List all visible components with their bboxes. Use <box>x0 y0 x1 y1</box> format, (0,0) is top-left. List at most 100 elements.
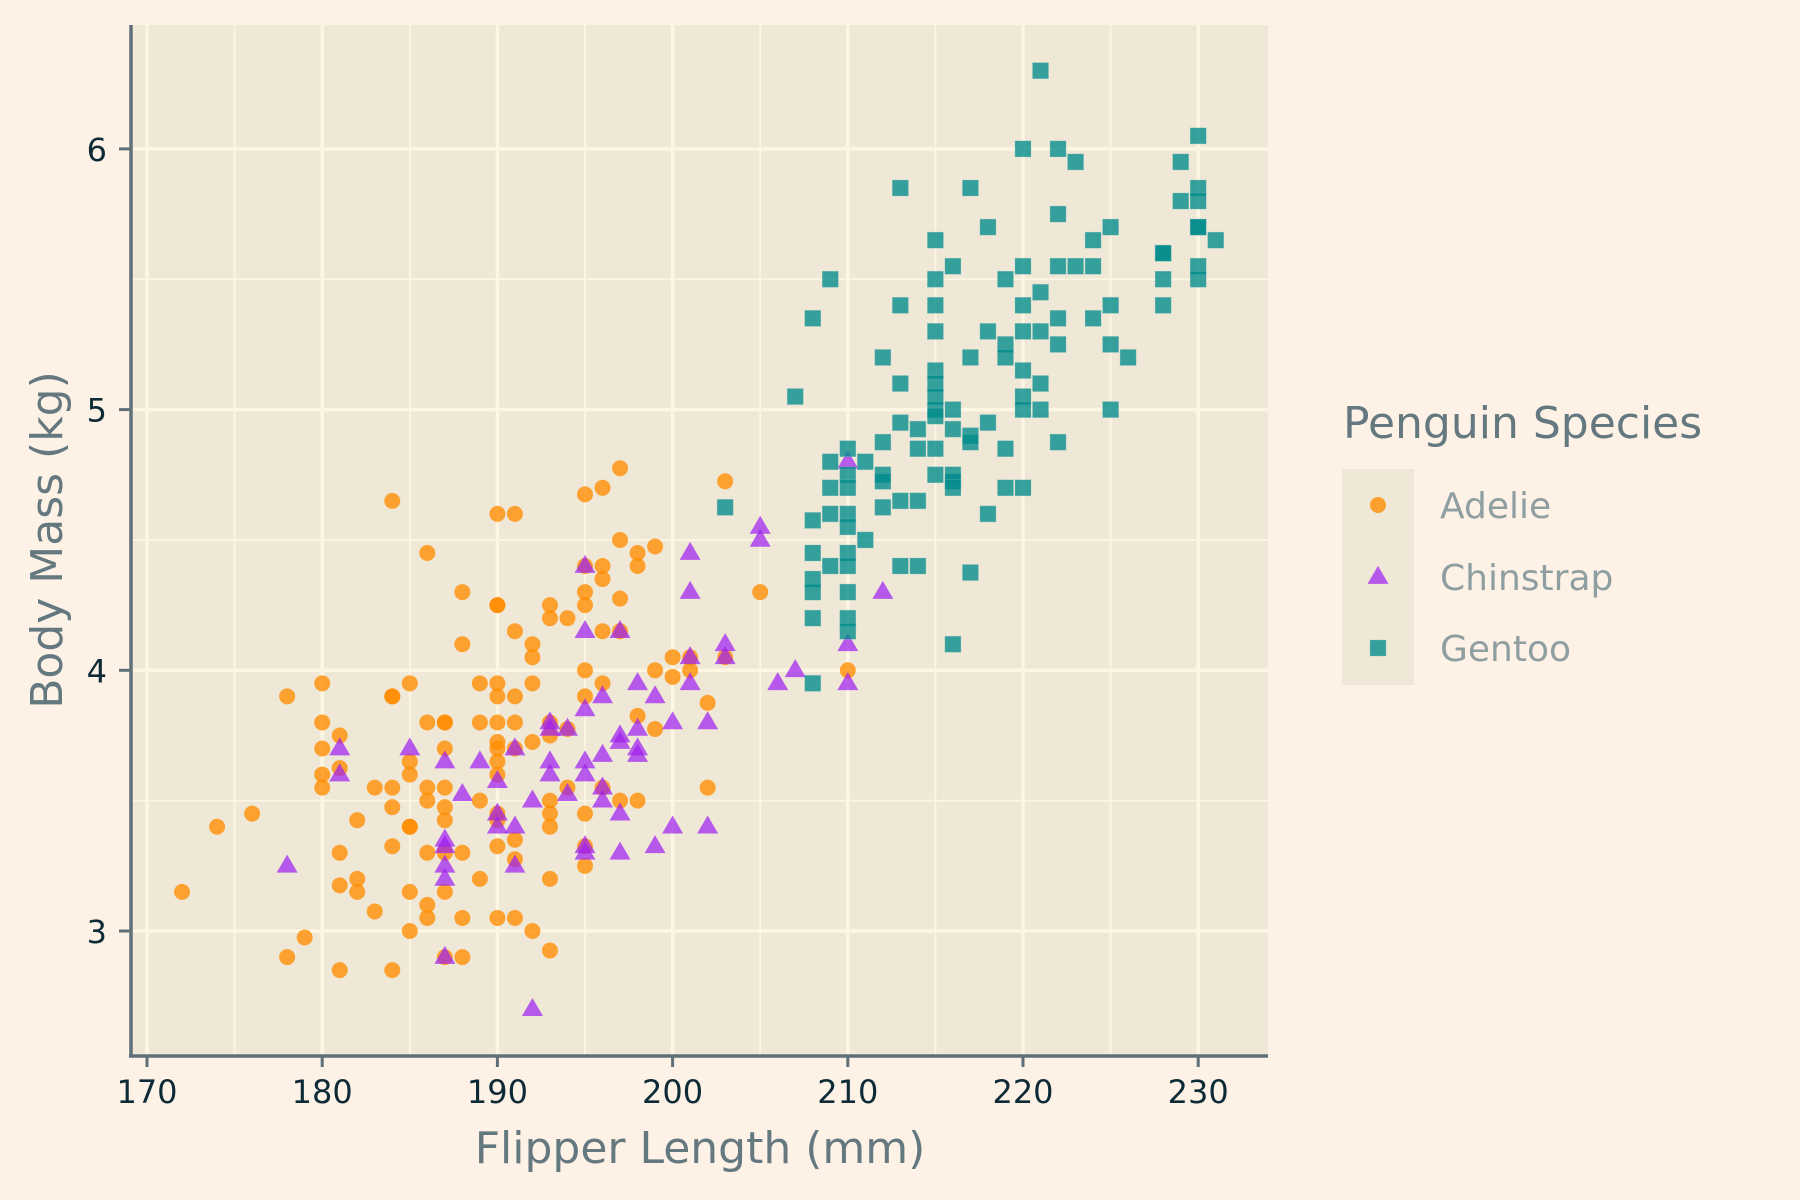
adelie-point <box>471 792 488 809</box>
adelie-point <box>577 857 593 874</box>
adelie-point <box>419 792 436 809</box>
adelie-point <box>209 818 226 835</box>
gentoo-point <box>1049 336 1067 353</box>
chinstrap-point <box>609 841 631 860</box>
gentoo-point <box>997 440 1014 458</box>
adelie-point <box>506 688 523 705</box>
triangle-icon <box>1367 565 1389 584</box>
gentoo-point <box>821 453 839 471</box>
adelie-point <box>506 623 523 640</box>
chinstrap-point <box>469 750 491 769</box>
adelie-point <box>419 844 436 861</box>
adelie-point <box>629 792 646 809</box>
gentoo-point <box>1189 127 1207 145</box>
adelie-point <box>454 949 471 966</box>
adelie-point <box>594 479 611 496</box>
chinstrap-point <box>574 554 596 573</box>
adelie-point <box>489 909 506 926</box>
gentoo-point <box>804 512 822 529</box>
chinstrap-point <box>486 769 508 788</box>
adelie-point <box>577 662 593 679</box>
chinstrap-point <box>434 835 456 854</box>
adelie-point <box>524 649 541 666</box>
y-axis-title: Body Mass (kg) <box>22 371 73 709</box>
chinstrap-point <box>504 854 526 873</box>
adelie-point <box>577 688 593 705</box>
gentoo-point <box>804 544 822 562</box>
circle-icon <box>1370 497 1386 513</box>
chinstrap-point <box>556 782 578 801</box>
adelie-point <box>699 779 716 796</box>
gentoo-point <box>1102 297 1119 314</box>
gentoo-point <box>1154 244 1172 262</box>
adelie-point <box>419 909 436 926</box>
x-axis-title: Flipper Length (mm) <box>475 1123 926 1174</box>
gentoo-point <box>944 257 962 275</box>
gentoo-point <box>927 466 944 484</box>
adelie-point <box>594 571 611 588</box>
adelie-point <box>384 688 401 705</box>
gentoo-point <box>857 453 874 471</box>
gentoo-point <box>892 414 909 431</box>
gentoo-point <box>1067 153 1084 171</box>
gentoo-point <box>1172 153 1189 171</box>
chinstrap-point <box>556 717 578 736</box>
gentoo-point <box>892 492 909 510</box>
chinstrap-point <box>434 867 456 886</box>
adelie-point <box>349 812 366 829</box>
adelie-point <box>384 779 401 796</box>
adelie-point <box>471 714 488 731</box>
gentoo-point <box>1207 231 1225 249</box>
adelie-point <box>454 909 471 926</box>
legend-label: Gentoo <box>1440 629 1571 670</box>
gentoo-point <box>839 557 857 575</box>
adelie-point <box>541 942 558 959</box>
legend: Penguin Species Adelie Chinstrap Gentoo <box>1342 398 1702 685</box>
chinstrap-point <box>434 945 456 964</box>
chinstrap-point <box>539 717 561 736</box>
y-tick-label: 3 <box>87 913 107 951</box>
gentoo-point <box>1032 401 1049 418</box>
adelie-point <box>436 740 453 757</box>
adelie-point <box>612 460 629 477</box>
adelie-point <box>384 492 401 509</box>
gentoo-point <box>874 349 892 366</box>
gentoo-point <box>1049 140 1067 158</box>
adelie-point <box>612 531 629 548</box>
gentoo-point <box>944 401 962 418</box>
gentoo-point <box>786 388 804 405</box>
gentoo-point <box>1014 479 1032 497</box>
gentoo-point <box>1032 375 1049 392</box>
gentoo-point <box>962 433 979 451</box>
adelie-point <box>506 831 523 848</box>
x-tick-label: 170 <box>116 1073 177 1111</box>
adelie-point <box>629 558 646 575</box>
chinstrap-point <box>574 750 596 769</box>
chinstrap-point <box>714 646 736 665</box>
chinstrap-point <box>767 672 789 691</box>
gentoo-point <box>1014 297 1032 314</box>
gentoo-point <box>979 414 997 431</box>
gentoo-point <box>839 440 857 458</box>
chinstrap-point <box>679 580 701 599</box>
gentoo-point <box>1084 257 1102 275</box>
adelie-point <box>541 818 558 835</box>
chinstrap-point <box>539 763 561 782</box>
adelie-point <box>524 733 541 750</box>
gentoo-point <box>944 479 962 497</box>
gentoo-point <box>874 472 892 490</box>
gentoo-point <box>821 270 839 288</box>
adelie-point <box>331 877 348 894</box>
x-tick-label: 190 <box>467 1073 528 1111</box>
adelie-point <box>577 597 593 614</box>
chinstrap-point <box>486 802 508 821</box>
chinstrap-point <box>521 789 543 808</box>
gentoo-point <box>1172 192 1189 210</box>
adelie-point <box>279 949 296 966</box>
adelie-point <box>419 714 436 731</box>
adelie-point <box>436 714 453 731</box>
gentoo-point <box>892 375 909 392</box>
gentoo-point <box>1154 297 1172 314</box>
adelie-point <box>384 838 401 855</box>
series-chinstrap <box>276 450 894 1017</box>
